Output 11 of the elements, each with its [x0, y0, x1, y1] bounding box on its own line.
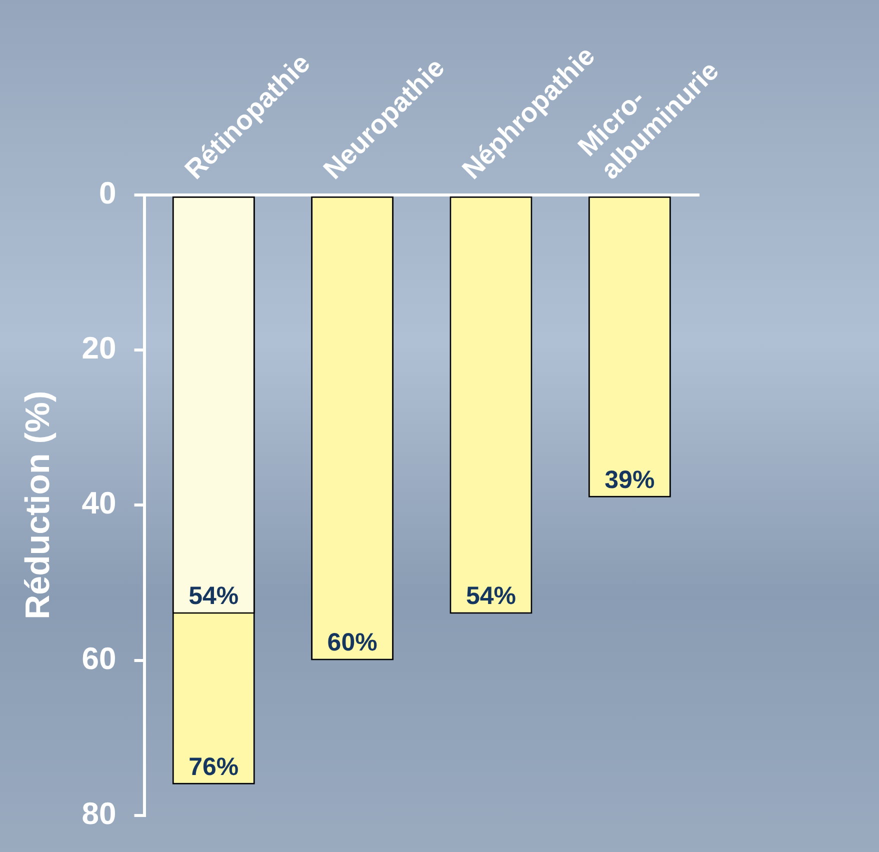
y-tick-label: 0 [99, 175, 116, 210]
data-label: 54% [188, 582, 239, 610]
data-label: 54% [466, 582, 516, 610]
data-label: 76% [188, 752, 239, 781]
y-axis-title: Réduction (%) [18, 390, 57, 620]
y-tick-label: 40 [82, 486, 116, 521]
y-tick-label: 80 [82, 796, 116, 831]
data-label: 39% [604, 466, 655, 494]
y-tick-label: 60 [82, 640, 116, 676]
data-label: 60% [327, 628, 378, 657]
y-tick-label: 20 [82, 330, 116, 366]
